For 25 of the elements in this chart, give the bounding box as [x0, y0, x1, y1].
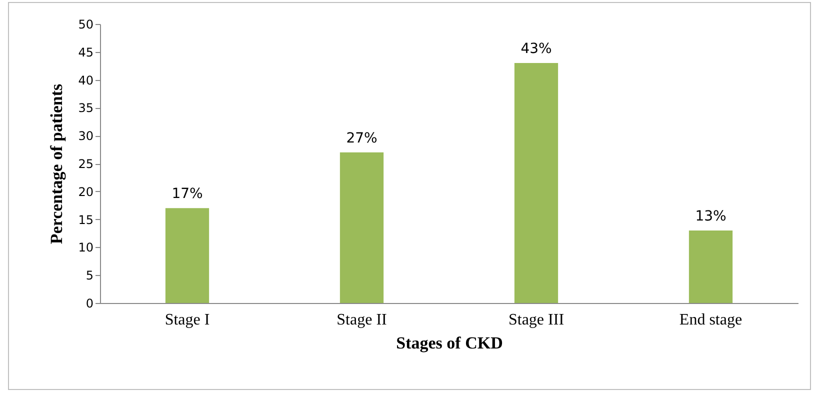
y-tick-label: 25	[78, 157, 94, 171]
bar	[688, 230, 733, 303]
y-tick-label: 5	[86, 268, 94, 283]
y-tick-label: 0	[86, 296, 94, 310]
x-axis-title: Stages of CKD	[396, 334, 503, 352]
data-label: 13%	[695, 208, 726, 224]
y-tick-label: 50	[78, 18, 94, 32]
y-tick-label: 45	[78, 45, 94, 60]
y-tick-label: 40	[78, 73, 94, 88]
y-tick-label: 30	[78, 129, 94, 144]
data-label: 17%	[172, 186, 203, 202]
y-axis-title: Percentage of patients	[47, 84, 66, 244]
bar	[514, 63, 558, 303]
data-label: 27%	[346, 130, 378, 146]
x-tick-label: End stage	[679, 312, 742, 328]
y-tick-label: 20	[78, 184, 94, 199]
bar	[165, 208, 210, 303]
x-tick-label: Stage II	[336, 312, 387, 328]
y-tick-label: 15	[78, 212, 94, 227]
x-tick-label: Stage III	[508, 312, 564, 328]
bar	[340, 152, 384, 303]
x-tick-label: Stage I	[164, 312, 210, 328]
data-label: 43%	[520, 41, 552, 58]
y-tick-label: 35	[78, 101, 94, 116]
y-tick-label: 10	[78, 240, 94, 255]
